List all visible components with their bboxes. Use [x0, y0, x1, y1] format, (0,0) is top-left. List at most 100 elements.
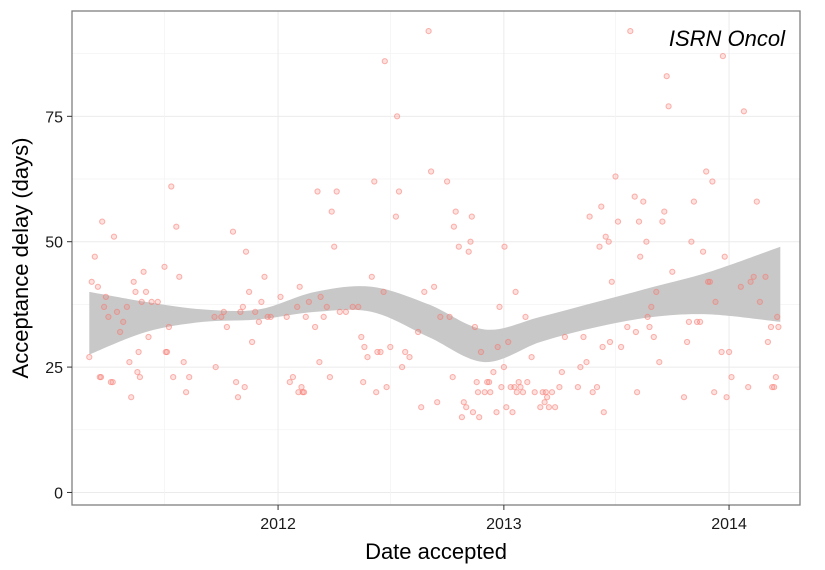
data-point	[105, 313, 112, 320]
data-point	[767, 323, 775, 331]
data-point	[721, 253, 728, 260]
x-tick-label: 2012	[260, 516, 296, 533]
data-point	[387, 343, 394, 351]
data-point	[486, 379, 493, 386]
data-point	[165, 323, 172, 331]
data-point	[685, 318, 693, 325]
data-point	[728, 374, 735, 381]
data-point	[355, 303, 362, 310]
data-point	[669, 268, 676, 275]
data-point	[753, 198, 760, 205]
data-point	[316, 359, 323, 366]
data-point	[705, 278, 712, 285]
data-point	[634, 389, 641, 396]
data-point	[110, 233, 118, 240]
data-point	[255, 318, 262, 325]
data-point	[764, 338, 772, 346]
data-point	[709, 178, 716, 185]
data-point	[286, 379, 293, 386]
data-point	[428, 168, 435, 175]
data-point	[176, 273, 183, 280]
data-point	[737, 283, 744, 290]
data-point	[663, 73, 670, 80]
data-point	[142, 288, 150, 295]
data-point	[180, 359, 187, 366]
data-point	[336, 308, 343, 315]
data-point	[333, 188, 340, 195]
data-point	[300, 389, 308, 396]
data-point	[229, 228, 237, 235]
y-tick-label: 0	[54, 485, 63, 502]
data-point	[602, 233, 609, 240]
data-point	[452, 208, 459, 215]
data-point	[331, 243, 338, 250]
data-point	[380, 288, 387, 295]
data-point	[632, 328, 640, 336]
data-point	[574, 384, 582, 391]
data-point	[383, 384, 390, 391]
data-point	[394, 113, 401, 120]
data-point	[608, 278, 615, 285]
data-point	[425, 28, 432, 35]
data-point	[261, 273, 268, 280]
data-point	[109, 379, 116, 386]
data-point	[395, 188, 403, 195]
data-point	[161, 263, 168, 270]
data-point	[102, 293, 110, 300]
data-point	[258, 298, 265, 305]
data-point	[415, 328, 422, 336]
data-point	[583, 359, 590, 366]
data-point	[249, 338, 256, 346]
data-point	[745, 384, 752, 391]
data-point	[503, 404, 510, 411]
data-point	[465, 248, 472, 255]
data-point	[618, 343, 625, 351]
data-point	[490, 369, 497, 376]
data-point	[463, 404, 470, 411]
data-point	[368, 273, 375, 280]
data-point	[580, 333, 587, 341]
data-point	[444, 178, 451, 185]
data-point	[680, 394, 688, 401]
axis-ticks: 0 25 50 75 2012 2013 2014	[45, 109, 747, 533]
data-point	[519, 389, 527, 396]
data-point	[577, 364, 584, 371]
data-point	[637, 253, 644, 260]
data-point	[455, 243, 462, 250]
data-point	[719, 53, 727, 60]
data-point	[542, 389, 549, 396]
data-point	[113, 308, 121, 315]
data-point	[599, 343, 606, 351]
data-point	[323, 303, 330, 310]
y-tick-label: 50	[45, 235, 63, 252]
data-point	[558, 369, 566, 376]
data-point	[643, 238, 650, 245]
data-point	[740, 108, 748, 115]
data-point	[450, 223, 457, 230]
data-point	[431, 283, 438, 290]
data-point	[509, 409, 516, 416]
data-point	[511, 384, 518, 391]
data-point	[134, 369, 141, 376]
data-point	[99, 218, 106, 225]
data-point	[700, 248, 707, 255]
data-point	[446, 313, 453, 320]
data-point	[545, 404, 553, 411]
data-point	[140, 268, 147, 275]
data-point	[606, 338, 614, 346]
data-point	[487, 389, 494, 396]
data-point	[154, 298, 161, 305]
data-point	[775, 323, 782, 331]
data-point	[684, 338, 691, 346]
data-point	[358, 333, 365, 341]
data-point	[107, 379, 115, 386]
data-point	[467, 238, 474, 245]
data-point	[484, 379, 491, 386]
panel-label: ISRN Oncol	[669, 26, 786, 51]
data-point	[371, 178, 378, 185]
data-point	[460, 399, 467, 406]
x-tick-label: 2013	[486, 516, 522, 533]
data-point	[635, 218, 643, 225]
data-point	[173, 223, 180, 230]
